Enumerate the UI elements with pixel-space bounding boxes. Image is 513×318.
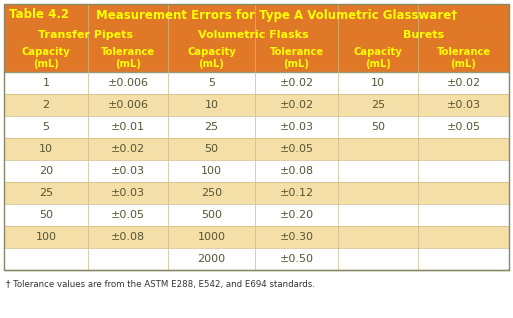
Text: Transfer Pipets: Transfer Pipets	[38, 30, 133, 40]
Text: ±0.08: ±0.08	[280, 166, 313, 176]
Text: ±0.01: ±0.01	[111, 122, 145, 132]
Text: ±0.006: ±0.006	[108, 78, 148, 88]
Text: Tolerance
(mL): Tolerance (mL)	[101, 47, 155, 69]
Text: 2000: 2000	[198, 254, 226, 264]
Text: ±0.05: ±0.05	[111, 210, 145, 220]
Bar	[4, 72, 509, 94]
Text: ±0.02: ±0.02	[280, 78, 313, 88]
Bar	[4, 160, 509, 182]
Text: Tolerance
(mL): Tolerance (mL)	[269, 47, 324, 69]
Bar	[4, 226, 509, 248]
Bar	[4, 204, 509, 226]
Text: ±0.03: ±0.03	[111, 166, 145, 176]
Text: ±0.006: ±0.006	[108, 100, 148, 110]
Bar	[4, 138, 509, 160]
Text: ±0.05: ±0.05	[446, 122, 481, 132]
Text: † Tolerance values are from the ASTM E288, E542, and E694 standards.: † Tolerance values are from the ASTM E28…	[6, 280, 315, 289]
Text: ±0.03: ±0.03	[111, 188, 145, 198]
Text: ±0.12: ±0.12	[280, 188, 313, 198]
Text: Capacity
(mL): Capacity (mL)	[22, 47, 70, 69]
Text: ±0.02: ±0.02	[111, 144, 145, 154]
Text: 5: 5	[208, 78, 215, 88]
Text: 25: 25	[39, 188, 53, 198]
Bar	[4, 26, 509, 44]
Text: 50: 50	[205, 144, 219, 154]
Text: ±0.08: ±0.08	[111, 232, 145, 242]
Bar	[4, 4, 509, 26]
Text: ±0.03: ±0.03	[280, 122, 313, 132]
Bar	[4, 44, 509, 72]
Text: 5: 5	[43, 122, 49, 132]
Bar	[4, 248, 509, 270]
Bar	[4, 4, 509, 270]
Text: 100: 100	[201, 166, 222, 176]
Text: ±0.30: ±0.30	[280, 232, 313, 242]
Text: 50: 50	[371, 122, 385, 132]
Text: 25: 25	[205, 122, 219, 132]
Text: 25: 25	[371, 100, 385, 110]
Text: ±0.50: ±0.50	[280, 254, 313, 264]
Text: 500: 500	[201, 210, 222, 220]
Text: Measurement Errors for Type A Volumetric Glassware†: Measurement Errors for Type A Volumetric…	[96, 9, 457, 22]
Text: ±0.02: ±0.02	[446, 78, 481, 88]
Text: 1: 1	[43, 78, 49, 88]
Text: 10: 10	[205, 100, 219, 110]
Text: 50: 50	[39, 210, 53, 220]
Text: 10: 10	[39, 144, 53, 154]
Text: Table 4.2: Table 4.2	[9, 9, 69, 22]
Bar	[4, 116, 509, 138]
Text: Burets: Burets	[403, 30, 444, 40]
Bar	[4, 94, 509, 116]
Text: 2: 2	[43, 100, 50, 110]
Text: 250: 250	[201, 188, 222, 198]
Text: 100: 100	[35, 232, 56, 242]
Text: 10: 10	[371, 78, 385, 88]
Text: Volumetric Flasks: Volumetric Flasks	[198, 30, 308, 40]
Text: 1000: 1000	[198, 232, 226, 242]
Text: Capacity
(mL): Capacity (mL)	[187, 47, 236, 69]
Text: Capacity
(mL): Capacity (mL)	[353, 47, 402, 69]
Text: ±0.05: ±0.05	[280, 144, 313, 154]
Bar	[4, 182, 509, 204]
Text: ±0.03: ±0.03	[446, 100, 481, 110]
Text: Tolerance
(mL): Tolerance (mL)	[437, 47, 490, 69]
Text: 20: 20	[39, 166, 53, 176]
Text: ±0.02: ±0.02	[280, 100, 313, 110]
Text: ±0.20: ±0.20	[280, 210, 313, 220]
